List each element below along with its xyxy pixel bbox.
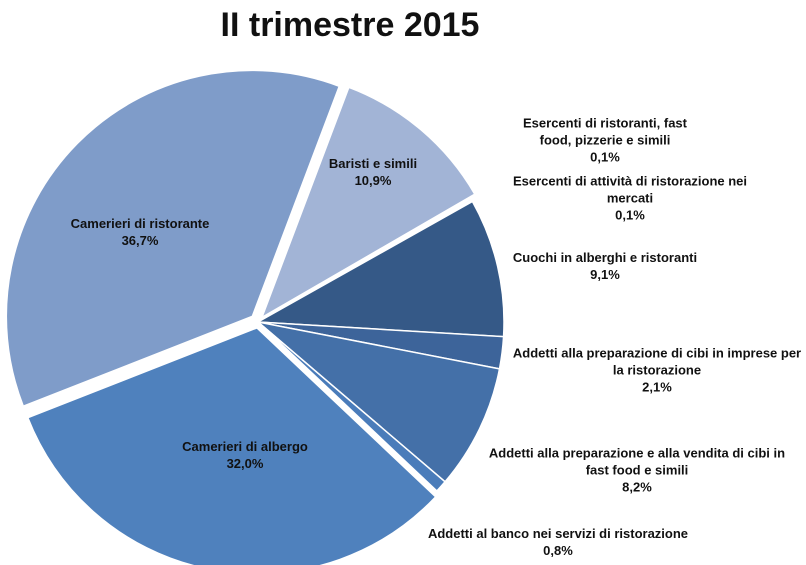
category-label: Addetti al banco nei servizi di ristoraz… [427, 526, 689, 541]
pie-slice [26, 327, 437, 565]
value-label: 0,8% [543, 543, 573, 558]
category-label: Cuochi in alberghi e ristoranti [512, 250, 698, 265]
pie-slice [255, 200, 505, 338]
pie-slice [260, 86, 476, 320]
value-label: 0,1% [615, 207, 645, 223]
value-label: 9,1% [590, 267, 620, 282]
value-label: 0,1% [590, 149, 620, 165]
slice-label: Esercenti di ristoranti, fast food, pizz… [510, 115, 700, 166]
value-label: 32,0% [226, 456, 264, 471]
slice-label: Camerieri di ristorante 36,7% [71, 215, 210, 249]
slice-label: Cuochi in alberghi e ristoranti 9,1% [513, 249, 697, 283]
category-label: Esercenti di attività di ristorazione ne… [512, 173, 748, 206]
category-label: Camerieri di albergo [182, 439, 308, 454]
slice-label: Addetti al banco nei servizi di ristoraz… [428, 525, 688, 559]
value-label: 36,7% [121, 233, 159, 248]
pie-slice [257, 321, 447, 493]
slice-label: Camerieri di albergo 32,0% [182, 438, 308, 472]
value-label: 8,2% [622, 479, 652, 495]
category-label: Baristi e simili [328, 156, 418, 171]
category-label: Camerieri di ristorante [70, 216, 210, 231]
category-label: Addetti alla preparazione e alla vendita… [488, 445, 786, 478]
pie-slice [255, 320, 501, 483]
slice-label: Addetti alla preparazione di cibi in imp… [507, 345, 806, 396]
category-label: Esercenti di ristoranti, fast food, pizz… [523, 115, 687, 148]
chart-title: II trimestre 2015 [220, 6, 480, 44]
pie-slice [5, 69, 341, 408]
category-label: Addetti alla preparazione di cibi in imp… [512, 345, 802, 378]
slice-label: Addetti alla preparazione e alla vendita… [477, 445, 797, 496]
slice-label: Baristi e simili 10,9% [329, 155, 417, 189]
slice-label: Esercenti di attività di ristorazione ne… [505, 173, 755, 224]
value-label: 2,1% [642, 379, 672, 395]
value-label: 10,9% [354, 173, 392, 188]
